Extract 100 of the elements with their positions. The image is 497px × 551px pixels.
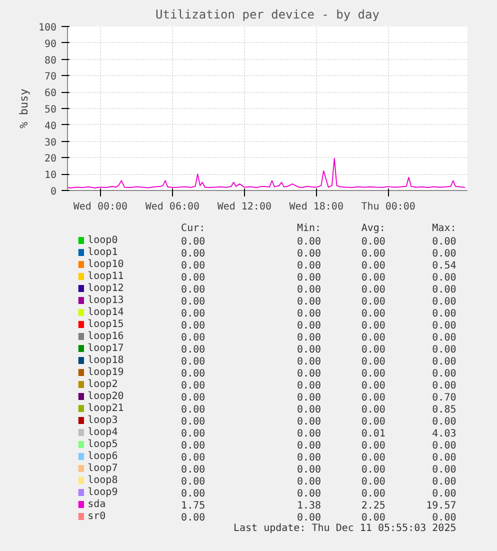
data-label: 0.00	[181, 428, 206, 440]
category-label: loop19	[88, 367, 124, 378]
data-label: 0.00	[296, 236, 322, 248]
data-label: 0.00	[361, 452, 386, 464]
data-label: 0.00	[361, 404, 386, 416]
data-label: 0.00	[296, 452, 322, 464]
data-label: 0.00	[361, 308, 386, 320]
data-label: 0.54	[432, 260, 456, 272]
data-label: 0.00	[361, 380, 386, 392]
data-label: 0.00	[361, 332, 386, 344]
data-label: 0.00	[296, 332, 322, 344]
category-label: sda	[88, 499, 106, 510]
x-tick-label: Wed 06:00	[145, 202, 200, 212]
data-label: 0.00	[432, 452, 456, 464]
category-label: sr0	[88, 511, 106, 522]
y-tick-label: 10	[44, 170, 57, 182]
category-label: loop1	[88, 247, 118, 258]
x-tick-label: Wed 12:00	[217, 202, 272, 212]
data-label: 0.00	[432, 368, 456, 380]
data-label: 0.00	[181, 452, 206, 464]
text: Last update: Thu Dec 11 05:55:03 2025	[233, 523, 456, 534]
category-label: loop2	[88, 379, 118, 390]
y-tick-label: 80	[44, 55, 57, 66]
category-label: loop21	[88, 403, 124, 414]
data-label: 0.00	[296, 488, 322, 500]
data-label: 0.00	[181, 404, 206, 416]
data-label: 0.00	[432, 332, 456, 344]
data-label: 0.00	[296, 392, 322, 404]
text: Cur:	[181, 223, 206, 234]
data-label: 0.00	[181, 236, 206, 248]
y-tick-label: 30	[44, 137, 57, 148]
data-label: 0.00	[432, 512, 456, 524]
y-tick-label: 50	[44, 104, 57, 116]
chart-title: Utilization per device - by day	[156, 8, 380, 22]
data-label: 0.00	[296, 464, 322, 476]
data-label: 19.57	[426, 500, 456, 512]
y-tick-label: 100	[38, 22, 56, 34]
data-label: 0.00	[361, 248, 386, 260]
data-label: 0.00	[296, 440, 322, 452]
data-label: 0.01	[361, 428, 386, 440]
category-label: loop14	[88, 307, 124, 318]
data-label: 0.00	[361, 476, 386, 488]
data-label: 0.00	[361, 440, 386, 452]
category-label: loop0	[88, 235, 118, 246]
data-label: 0.00	[432, 284, 456, 296]
category-label: loop8	[88, 475, 118, 486]
data-label: 0.00	[432, 356, 456, 368]
y-tick-label: 20	[44, 154, 57, 165]
data-label: 0.00	[181, 392, 206, 404]
data-label: 0.00	[432, 380, 456, 392]
data-label: 0.00	[296, 380, 322, 392]
data-label: 0.00	[361, 416, 386, 428]
data-label: 0.00	[181, 416, 206, 428]
category-label: loop11	[88, 271, 124, 282]
data-label: 0.00	[296, 296, 322, 308]
data-label: 0.00	[296, 368, 322, 380]
data-label: 0.00	[432, 296, 456, 308]
data-label: 0.00	[296, 428, 322, 440]
data-label: 0.00	[361, 320, 386, 332]
data-label: 0.00	[181, 296, 206, 308]
data-label: 0.00	[432, 476, 456, 488]
data-label: 0.00	[181, 356, 206, 368]
data-label: 0.00	[432, 248, 456, 260]
data-label: 0.85	[432, 404, 456, 416]
data-label: 0.00	[296, 248, 322, 260]
data-label: 0.00	[296, 284, 322, 296]
y-tick-label: 70	[44, 72, 57, 83]
data-label: 0.00	[181, 332, 206, 344]
data-label: 0.00	[432, 488, 456, 500]
data-label: 0.00	[361, 236, 386, 248]
category-label: loop6	[88, 451, 118, 462]
data-label: 0.00	[432, 236, 456, 248]
data-label: 0.00	[361, 512, 386, 524]
data-label: 0.00	[361, 296, 386, 308]
data-label: 0.00	[181, 440, 206, 452]
data-label: 0.00	[432, 344, 456, 356]
data-label: 0.00	[361, 284, 386, 296]
data-label: 0.00	[361, 488, 386, 500]
data-label: 0.00	[181, 272, 206, 284]
data-label: 0.00	[296, 260, 322, 272]
data-label: 0.00	[181, 308, 206, 320]
data-label: 0.00	[361, 260, 386, 272]
data-label: 0.00	[181, 320, 206, 332]
data-label: 0.00	[432, 308, 456, 320]
category-label: loop15	[88, 319, 124, 330]
category-label: loop12	[88, 283, 124, 294]
category-label: loop13	[88, 295, 124, 306]
data-label: 0.00	[432, 320, 456, 332]
x-tick-label: Wed 00:00	[73, 202, 128, 212]
data-label: 0.00	[296, 320, 322, 332]
category-label: loop10	[88, 259, 124, 270]
data-label: 0.00	[181, 464, 206, 476]
category-label: loop9	[88, 487, 118, 498]
x-tick-label: Wed 18:00	[289, 202, 344, 212]
data-label: 0.00	[361, 344, 386, 356]
y-tick-label: 0	[50, 186, 57, 198]
data-label: 0.00	[361, 368, 386, 380]
data-label: 0.00	[181, 260, 206, 272]
data-label: 0.00	[181, 512, 206, 524]
text: Max:	[432, 223, 456, 234]
